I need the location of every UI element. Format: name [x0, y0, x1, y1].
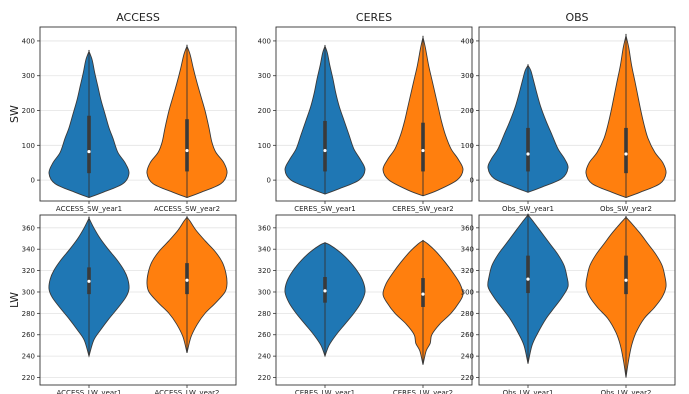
y-tick-label: 280: [22, 310, 35, 318]
violin-iqr-box: [421, 278, 425, 307]
violin-iqr-box: [526, 127, 530, 172]
axes-frame: [478, 26, 676, 202]
panel-3: 0 100 200 300 400 Obs_SW_year1 Obs_SW_year2 OBS: [461, 11, 676, 213]
violin-iqr-box: [526, 255, 530, 294]
y-tick-label: 280: [258, 310, 271, 318]
y-tick-label: 300: [258, 288, 271, 296]
x-tick-label: Obs_SW_year1: [502, 205, 554, 213]
violin-median-dot: [526, 277, 530, 281]
violin-median-dot: [421, 148, 425, 153]
y-tick-label: 240: [258, 353, 271, 361]
violin-iqr-box: [185, 119, 189, 172]
y-tick-label: 340: [461, 246, 474, 254]
panel-2: 0 100 200 300 400 CERES_SW_year1 CERES_SW_year…: [258, 11, 473, 213]
x-tick-label: CERES_SW_year1: [294, 205, 355, 213]
y-tick-label: 300: [258, 72, 271, 80]
panel-title: OBS: [566, 11, 589, 24]
y-tick-label: 280: [461, 310, 474, 318]
y-tick-label: 340: [258, 246, 271, 254]
violin-median-dot: [185, 148, 189, 153]
axes-frame: [39, 214, 237, 386]
y-tick-label: 100: [461, 142, 474, 150]
y-tick-label: 320: [258, 267, 271, 275]
x-tick-label: Obs_LW_year2: [601, 389, 652, 394]
violin-median-dot: [526, 152, 530, 156]
y-tick-label: 220: [461, 374, 474, 382]
panel-5: 220 240 260 280 300 320 340 360 CERES_LW_year1 CE…: [258, 214, 473, 394]
y-tick-label: 400: [258, 37, 271, 45]
violin-median-dot: [421, 292, 425, 296]
y-tick-label: 200: [22, 107, 35, 115]
violin-median-dot: [624, 152, 628, 156]
axes-frame: [478, 214, 676, 386]
y-tick-label: 400: [461, 37, 474, 45]
violin-iqr-box: [323, 120, 327, 172]
x-tick-label: ACCESS_LW_year1: [57, 389, 122, 394]
y-tick-label: 300: [461, 72, 474, 80]
y-tick-label: 300: [22, 72, 35, 80]
x-tick-label: Obs_LW_year1: [503, 389, 554, 394]
panel-1: 0 100 200 300 400 ACCESS_SW_year1 ACCESS_SW_ye…: [8, 11, 237, 213]
panel-title: ACCESS: [116, 11, 160, 24]
x-tick-label: ACCESS_SW_year2: [154, 205, 220, 213]
y-tick-label: 220: [22, 374, 35, 382]
y-axis-label: LW: [8, 292, 21, 308]
axes-frame: [275, 26, 473, 202]
y-tick-label: 200: [461, 107, 474, 115]
y-tick-label: 220: [258, 374, 271, 382]
x-tick-label: CERES_SW_year2: [392, 205, 453, 213]
y-tick-label: 0: [470, 177, 474, 185]
violin-iqr-box: [185, 263, 189, 295]
x-tick-label: CERES_LW_year1: [295, 389, 355, 394]
y-tick-label: 260: [461, 331, 474, 339]
y-tick-label: 100: [258, 142, 271, 150]
x-tick-label: ACCESS_LW_year2: [155, 389, 220, 394]
axes-frame: [275, 214, 473, 386]
y-tick-label: 300: [461, 288, 474, 296]
axes-frame: [39, 26, 237, 202]
x-tick-label: ACCESS_SW_year1: [56, 205, 122, 213]
y-tick-label: 340: [22, 246, 35, 254]
violin-median-dot: [87, 279, 91, 283]
x-tick-label: Obs_SW_year2: [600, 205, 652, 213]
panel-6: 220 240 260 280 300 320 340 360 Obs_LW_year1 Obs_…: [461, 213, 676, 394]
violin-median-dot: [323, 289, 327, 293]
y-tick-label: 320: [461, 267, 474, 275]
panel-4: 220 240 260 280 300 320 340 360 ACCESS_LW_year1 A…: [8, 214, 237, 394]
violin-iqr-box: [87, 115, 91, 174]
y-tick-label: 100: [22, 142, 35, 150]
violin-median-dot: [624, 278, 628, 282]
y-tick-label: 400: [22, 37, 35, 45]
x-tick-label: CERES_LW_year2: [393, 389, 453, 394]
panel-title: CERES: [356, 11, 392, 24]
y-tick-label: 260: [258, 331, 271, 339]
y-tick-label: 0: [31, 177, 35, 185]
violin-iqr-box: [624, 127, 628, 174]
y-tick-label: 320: [22, 267, 35, 275]
violin-median-dot: [185, 278, 189, 282]
y-tick-label: 200: [258, 107, 271, 115]
violin-iqr-box: [624, 255, 628, 295]
y-tick-label: 0: [267, 177, 271, 185]
y-tick-label: 260: [22, 331, 35, 339]
violin-iqr-box: [421, 122, 425, 172]
y-tick-label: 300: [22, 288, 35, 296]
y-axis-label: SW: [8, 105, 21, 123]
violin-median-dot: [323, 148, 327, 153]
violin-median-dot: [87, 149, 91, 154]
y-tick-label: 240: [461, 353, 474, 361]
y-tick-label: 240: [22, 353, 35, 361]
y-tick-label: 360: [258, 224, 271, 232]
y-tick-label: 360: [22, 224, 35, 232]
y-tick-label: 360: [461, 224, 474, 232]
